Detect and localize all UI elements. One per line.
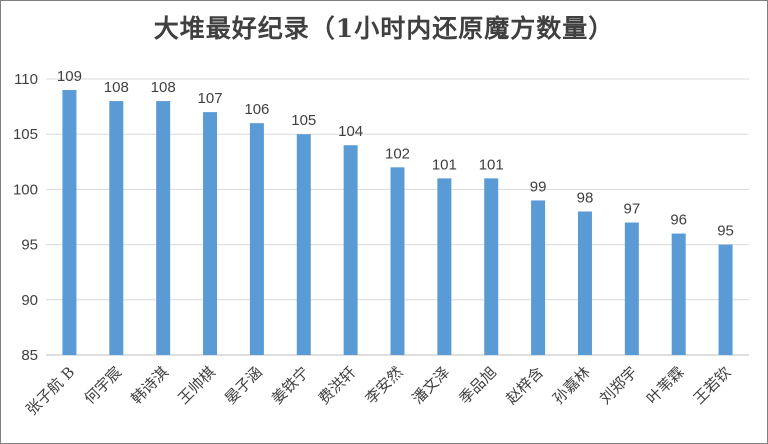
bar bbox=[718, 244, 733, 355]
bar bbox=[249, 123, 264, 355]
bar bbox=[390, 167, 405, 355]
y-tick-label: 85 bbox=[21, 347, 38, 364]
category-label: 王若钦 bbox=[690, 363, 735, 408]
bar bbox=[62, 90, 77, 355]
bar bbox=[343, 145, 358, 355]
bar bbox=[296, 134, 311, 355]
data-label: 107 bbox=[198, 90, 223, 107]
bar bbox=[109, 101, 124, 355]
data-label: 102 bbox=[385, 145, 410, 162]
bar bbox=[577, 211, 592, 355]
data-label: 106 bbox=[244, 101, 269, 118]
bar bbox=[437, 178, 452, 355]
category-label: 潘文泽 bbox=[409, 363, 454, 408]
category-label: 韩诗淇 bbox=[127, 363, 172, 408]
data-label: 101 bbox=[479, 156, 504, 173]
category-label: 晏子涵 bbox=[221, 363, 266, 408]
bar bbox=[484, 178, 499, 355]
chart-title: 大堆最好纪录（1小时内还原魔方数量） bbox=[153, 14, 615, 43]
category-label: 赵梓含 bbox=[502, 363, 547, 408]
data-label: 98 bbox=[577, 189, 594, 206]
bar bbox=[671, 233, 686, 355]
data-label: 104 bbox=[338, 123, 363, 140]
data-label: 108 bbox=[104, 79, 129, 96]
category-label: 孙嘉林 bbox=[549, 363, 594, 408]
y-tick-label: 95 bbox=[21, 237, 38, 254]
category-label: 刘郑宇 bbox=[596, 363, 641, 408]
y-tick-label: 105 bbox=[13, 126, 38, 143]
data-label: 108 bbox=[151, 79, 176, 96]
bar bbox=[156, 101, 171, 355]
data-label: 97 bbox=[623, 201, 640, 218]
category-label: 张子航 B bbox=[23, 363, 79, 419]
category-label: 叶苇霖 bbox=[643, 363, 688, 408]
data-label: 95 bbox=[717, 223, 734, 240]
category-label: 费洪轩 bbox=[315, 363, 360, 408]
data-label: 109 bbox=[57, 68, 82, 85]
data-label: 96 bbox=[670, 212, 687, 229]
data-label: 105 bbox=[291, 112, 316, 129]
category-label: 王帅棋 bbox=[174, 363, 219, 408]
bar bbox=[624, 222, 639, 355]
bar bbox=[203, 112, 218, 356]
category-label: 季品旭 bbox=[456, 363, 501, 408]
y-tick-label: 100 bbox=[13, 181, 38, 198]
y-tick-label: 110 bbox=[14, 71, 38, 88]
category-label: 姜铁宁 bbox=[268, 363, 313, 408]
category-label: 何宇宸 bbox=[81, 363, 126, 408]
category-label: 李安然 bbox=[362, 363, 407, 408]
data-label: 99 bbox=[530, 178, 547, 195]
data-label: 101 bbox=[432, 156, 457, 173]
bar bbox=[531, 200, 546, 355]
y-tick-label: 90 bbox=[21, 292, 38, 309]
